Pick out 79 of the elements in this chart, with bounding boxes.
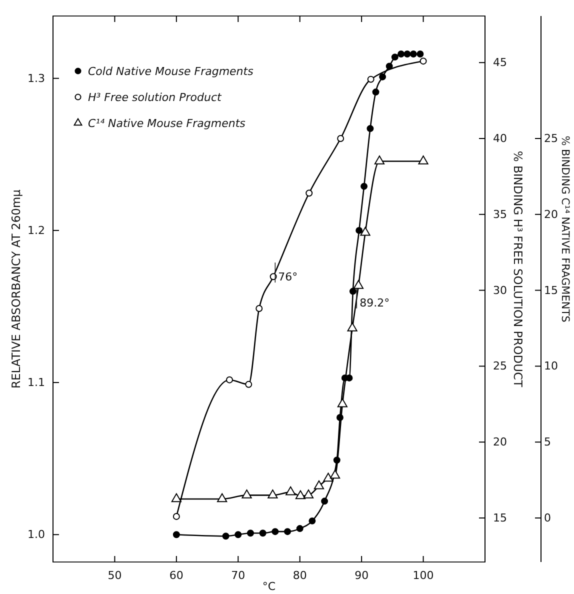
point (172, 531, 180, 538)
x-tick-label: 100 (412, 568, 434, 582)
point (347, 322, 358, 332)
y2-tick-label: 35 (493, 208, 507, 221)
point (247, 530, 254, 537)
annotation: 76° (278, 270, 298, 284)
point (245, 380, 252, 388)
point (303, 489, 314, 498)
y-tick-label: 1.0 (28, 528, 45, 542)
point (349, 288, 356, 295)
point (416, 50, 424, 58)
y2-tick-label: 30 (493, 284, 507, 297)
point (374, 156, 385, 164)
y-tick-label: 1.2 (28, 224, 45, 237)
point (295, 490, 306, 500)
point (321, 498, 328, 505)
legend-label: H³ Free solution Product (88, 91, 222, 104)
point (360, 226, 370, 236)
x-tick-label: 80 (292, 568, 307, 582)
point (356, 226, 363, 234)
point (420, 58, 427, 65)
point (330, 470, 340, 479)
point (217, 493, 228, 502)
point (314, 480, 324, 490)
y3-tick-label: 10 (544, 360, 558, 373)
point (337, 398, 348, 408)
y3-axis-title: % BINDING C¹⁴ NATIVE FRAGMENTS (559, 136, 571, 323)
point (353, 280, 364, 289)
point (306, 190, 313, 197)
x-tick-label: 70 (231, 568, 246, 582)
point (372, 88, 380, 96)
point (323, 472, 334, 482)
point (337, 135, 344, 142)
y3-tick-label: 15 (544, 284, 558, 297)
point (296, 525, 304, 532)
y-axis-title: RELATIVE ABSORBANCY AT 260mμ (9, 188, 23, 388)
point (404, 50, 411, 58)
x-tick-label: 90 (354, 568, 369, 582)
point (256, 305, 263, 312)
point (171, 493, 182, 502)
y2-axis-title: % BINDING H³ FREE SOLUTION PRODUCT (511, 150, 525, 388)
point (172, 512, 180, 520)
point (308, 517, 316, 524)
y2-tick-label: 25 (493, 360, 507, 373)
point (242, 489, 252, 498)
annotation: 89.2° (360, 296, 390, 310)
y3-tick-label: 0 (544, 512, 551, 524)
point (268, 489, 278, 498)
legend-label: Cold Native Mouse Fragments (88, 65, 254, 78)
y3-tick-label: 5 (544, 436, 551, 449)
point (226, 376, 233, 384)
point (234, 531, 242, 538)
point (272, 528, 279, 536)
point (386, 62, 393, 70)
y2-tick-label: 15 (493, 512, 507, 524)
point (286, 486, 296, 496)
point (410, 50, 417, 58)
point (398, 50, 405, 58)
point (259, 530, 266, 537)
y2-tick-label: 40 (493, 132, 507, 146)
y3-tick-label: 25 (544, 132, 558, 146)
y2-tick-label: 45 (493, 56, 507, 70)
legend-label: C¹⁴ Native Mouse Fragments (88, 117, 246, 130)
point (418, 156, 428, 164)
point (270, 273, 277, 280)
point (391, 54, 398, 61)
y-tick-label: 1.1 (28, 376, 45, 390)
x-tick-label: 60 (169, 568, 184, 582)
point (379, 73, 386, 80)
point (222, 532, 230, 540)
x-axis-title: °C (262, 580, 276, 593)
point (284, 528, 291, 536)
point (360, 182, 368, 190)
point (367, 76, 374, 83)
point (366, 125, 374, 132)
y-tick-label: 1.3 (28, 72, 45, 85)
y2-tick-label: 20 (493, 436, 507, 449)
y3-tick-label: 20 (544, 208, 558, 221)
x-tick-label: 50 (108, 568, 122, 582)
